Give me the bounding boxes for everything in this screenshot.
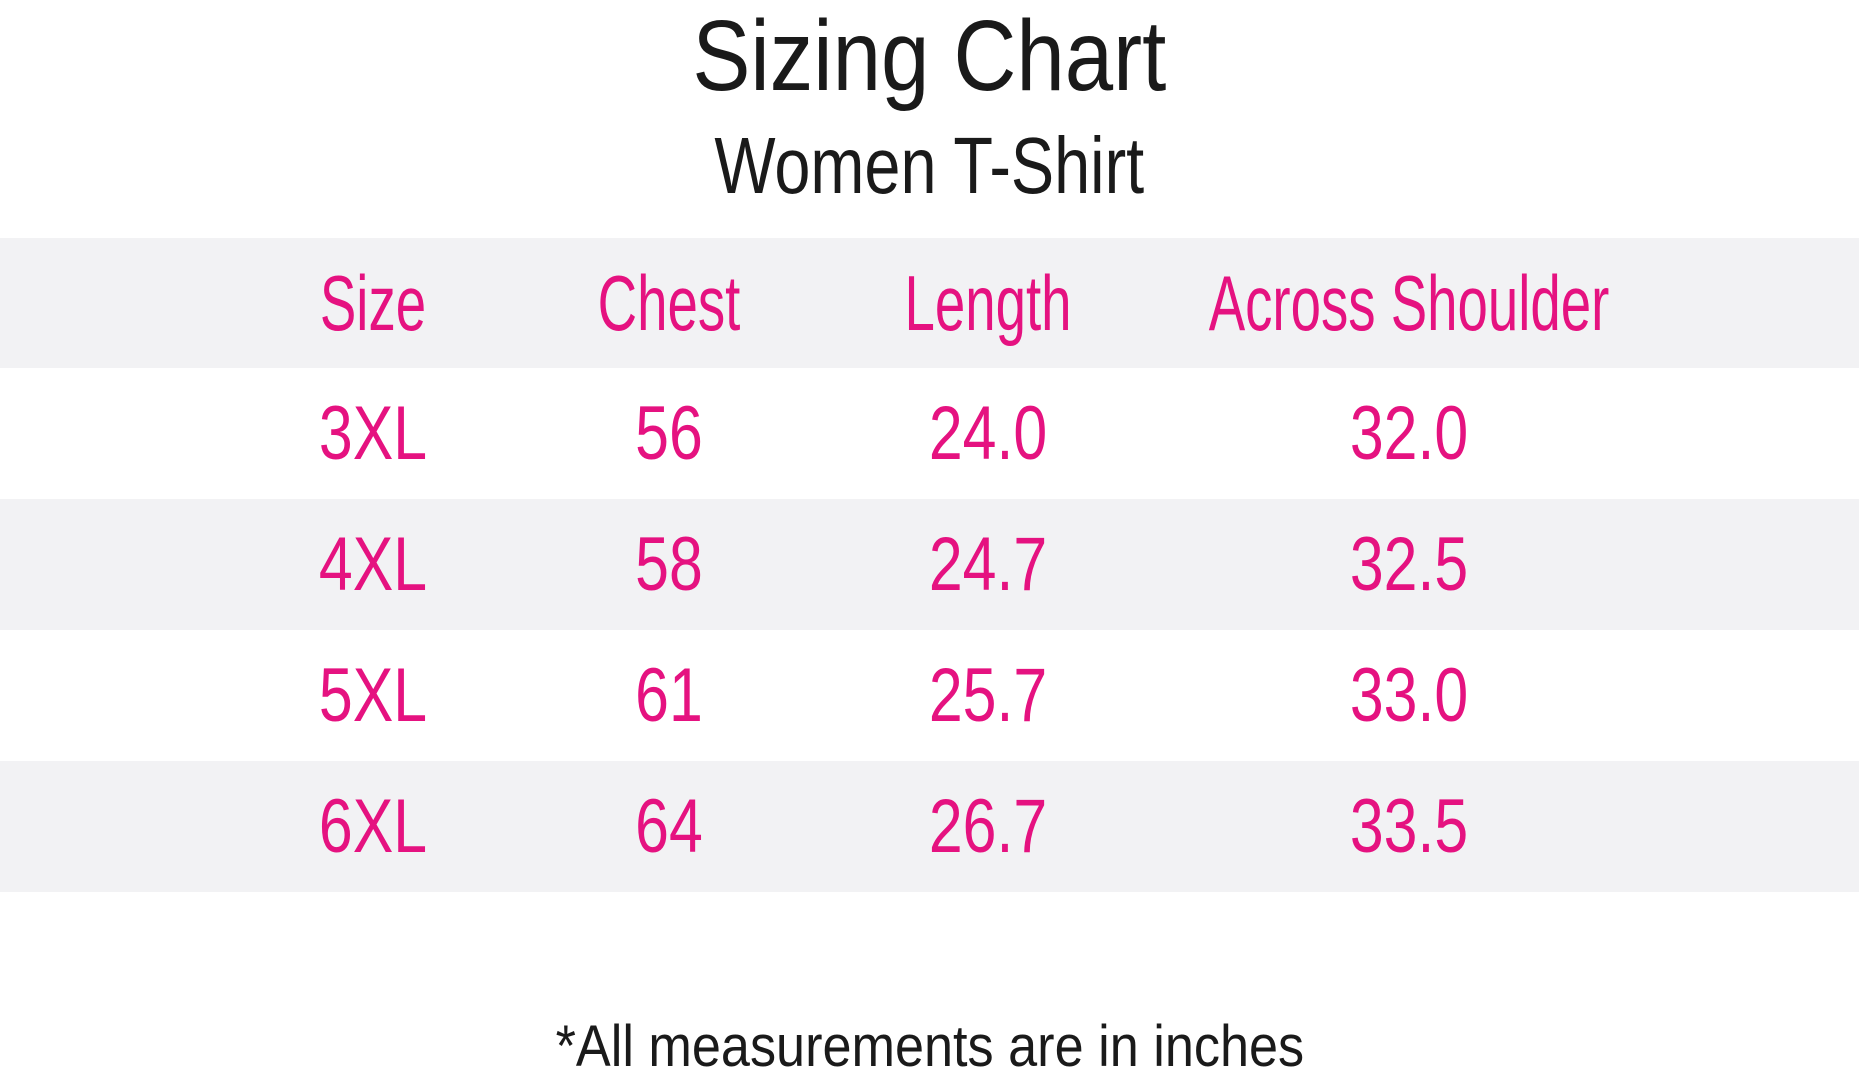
cell-chest: 64 (635, 783, 703, 869)
cell-size: 4XL (318, 521, 428, 607)
table-row-5xl: 5XL 61 25.7 33.0 (0, 630, 1859, 761)
page-subtitle-text: Women T-Shirt (714, 121, 1145, 210)
header-cell-size: Size (319, 259, 427, 347)
cell-across-shoulder: 32.5 (1349, 521, 1469, 607)
page-title: Sizing Chart (0, 6, 1859, 106)
cell-size: 3XL (318, 390, 428, 476)
cell-size: 6XL (318, 783, 428, 869)
measurements-footnote-text: *All measurements are in inches (555, 1014, 1304, 1079)
cell-chest: 58 (635, 521, 703, 607)
cell-across-shoulder: 33.0 (1349, 652, 1469, 738)
table-row-3xl: 3XL 56 24.0 32.0 (0, 368, 1859, 499)
cell-across-shoulder: 33.5 (1349, 783, 1469, 869)
header-cell-length: Length (904, 259, 1072, 347)
sizing-table: Size Chest Length Across Shoulder 3XL 56… (0, 238, 1859, 892)
cell-chest: 56 (635, 390, 703, 476)
cell-length: 24.0 (928, 390, 1048, 476)
header-cell-across-shoulder: Across Shoulder (1208, 259, 1610, 347)
page-title-text: Sizing Chart (692, 0, 1167, 112)
page-subtitle: Women T-Shirt (0, 126, 1859, 206)
cell-length: 24.7 (928, 521, 1048, 607)
cell-size: 5XL (318, 652, 428, 738)
cell-length: 26.7 (928, 783, 1048, 869)
header-cell-chest: Chest (597, 259, 741, 347)
table-row-4xl: 4XL 58 24.7 32.5 (0, 499, 1859, 630)
cell-chest: 61 (635, 652, 703, 738)
cell-length: 25.7 (928, 652, 1048, 738)
table-header-row: Size Chest Length Across Shoulder (0, 238, 1859, 368)
cell-across-shoulder: 32.0 (1349, 390, 1469, 476)
measurements-footnote: *All measurements are in inches (0, 1018, 1859, 1076)
table-row-6xl: 6XL 64 26.7 33.5 (0, 761, 1859, 892)
